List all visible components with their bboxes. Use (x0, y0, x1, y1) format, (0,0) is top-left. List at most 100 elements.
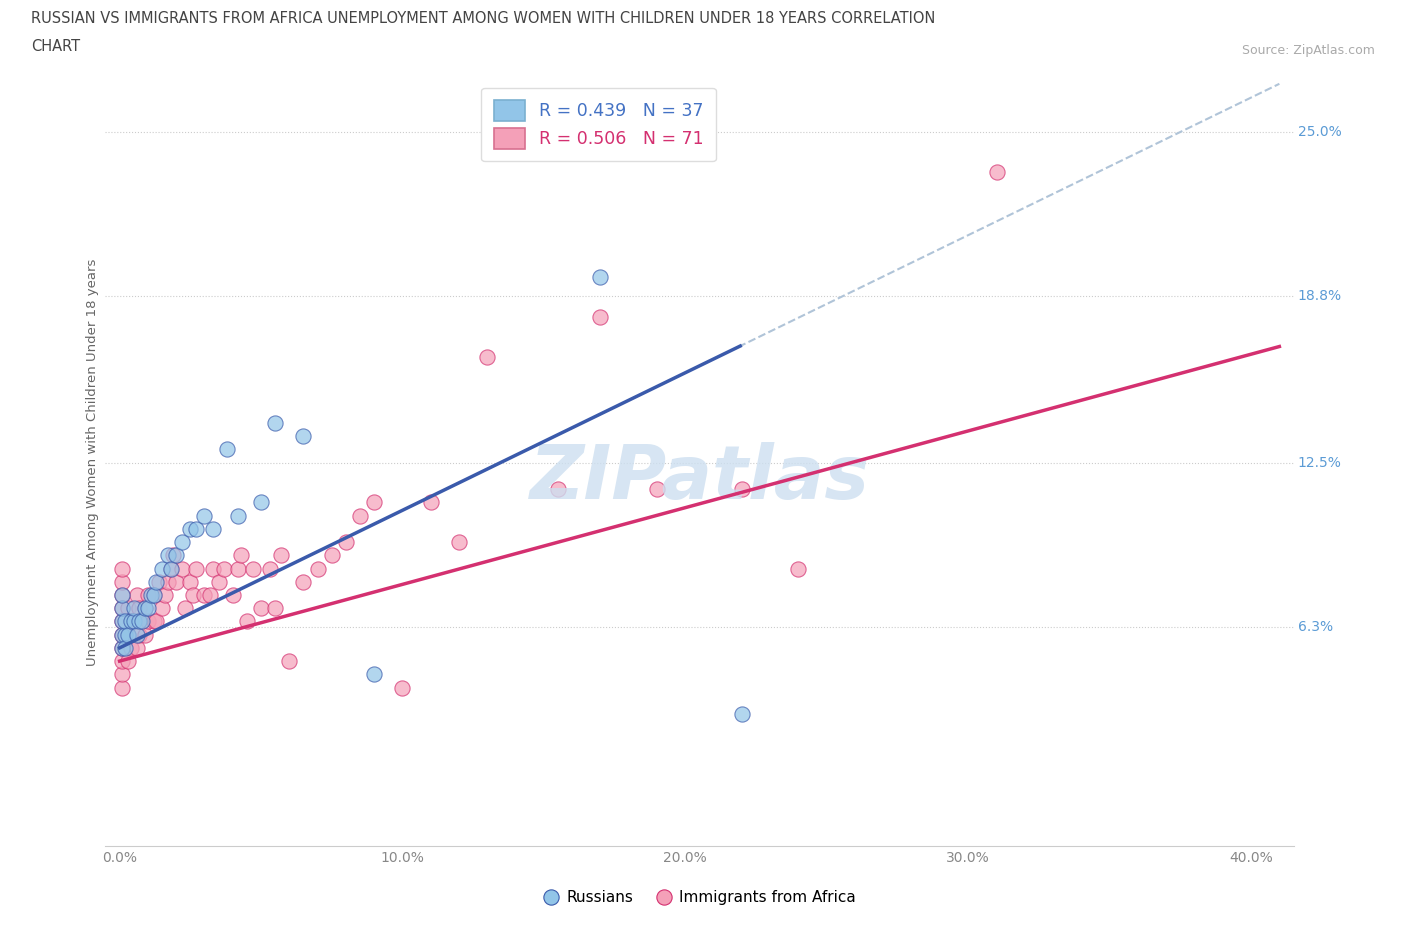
Point (201, 522, 224, 537)
Point (142, 588, 165, 603)
Point (114, 641, 136, 656)
Point (111, 641, 134, 656)
Point (170, 535, 193, 550)
Point (117, 601, 139, 616)
Point (128, 614, 150, 629)
Point (278, 654, 301, 669)
Point (179, 575, 201, 590)
Point (363, 495, 385, 510)
Point (111, 588, 134, 603)
Point (136, 588, 159, 603)
Text: 25.0%: 25.0% (1298, 125, 1341, 139)
Point (173, 601, 195, 616)
Text: ZIPatlas: ZIPatlas (530, 442, 869, 514)
Point (270, 548, 292, 563)
Point (117, 654, 139, 669)
Point (228, 508, 250, 523)
Point (111, 614, 134, 629)
Point (181, 588, 204, 603)
Point (128, 601, 150, 616)
Point (214, 561, 236, 576)
Point (142, 588, 165, 603)
Point (122, 601, 145, 616)
Point (159, 561, 181, 576)
Point (139, 588, 162, 603)
Point (156, 548, 179, 563)
Point (477, 350, 499, 365)
Point (307, 561, 329, 576)
Point (128, 627, 150, 642)
Point (145, 614, 167, 629)
Point (134, 601, 156, 616)
Point (547, 482, 569, 497)
Point (111, 601, 134, 616)
Point (165, 575, 187, 590)
Point (111, 680, 134, 695)
Point (986, 165, 1008, 179)
Point (236, 614, 259, 629)
Point (193, 588, 215, 603)
Point (217, 442, 239, 457)
Point (111, 627, 134, 642)
Point (165, 548, 187, 563)
Point (122, 614, 145, 629)
Point (111, 614, 134, 629)
Point (731, 482, 754, 497)
Point (170, 561, 193, 576)
Point (131, 614, 153, 629)
Point (363, 667, 385, 682)
Point (589, 270, 612, 285)
Text: RUSSIAN VS IMMIGRANTS FROM AFRICA UNEMPLOYMENT AMONG WOMEN WITH CHILDREN UNDER 1: RUSSIAN VS IMMIGRANTS FROM AFRICA UNEMPL… (31, 11, 935, 26)
Point (136, 614, 159, 629)
Point (114, 627, 136, 642)
Point (111, 654, 134, 669)
Point (184, 522, 207, 537)
Point (111, 667, 134, 682)
Point (645, 482, 668, 497)
Point (153, 588, 176, 603)
Point (264, 601, 287, 616)
Text: 12.5%: 12.5% (1298, 456, 1341, 470)
Point (117, 627, 139, 642)
Point (259, 561, 281, 576)
Point (391, 680, 413, 695)
Point (179, 522, 201, 537)
Point (150, 601, 173, 616)
Point (125, 627, 148, 642)
Point (111, 601, 134, 616)
Point (150, 561, 173, 576)
Point (349, 508, 371, 523)
Point (159, 561, 181, 576)
Point (184, 561, 207, 576)
Text: 6.3%: 6.3% (1298, 619, 1333, 633)
Point (120, 614, 142, 629)
Point (142, 614, 165, 629)
Point (419, 495, 441, 510)
Point (125, 588, 148, 603)
Point (292, 575, 315, 590)
Point (250, 601, 273, 616)
Point (231, 548, 253, 563)
Text: CHART: CHART (31, 39, 80, 54)
Point (111, 575, 134, 590)
Point (731, 707, 754, 722)
Point (335, 535, 357, 550)
Point (125, 641, 148, 656)
Point (111, 588, 134, 603)
Point (250, 495, 273, 510)
Point (134, 601, 156, 616)
Point (292, 429, 315, 444)
Point (447, 535, 470, 550)
Point (264, 416, 287, 431)
Point (207, 575, 229, 590)
Point (198, 588, 221, 603)
Point (242, 561, 264, 576)
Point (114, 614, 136, 629)
Point (125, 614, 148, 629)
Point (131, 614, 153, 629)
Text: Source: ZipAtlas.com: Source: ZipAtlas.com (1241, 44, 1375, 57)
Y-axis label: Unemployment Among Women with Children Under 18 years: Unemployment Among Women with Children U… (86, 259, 98, 667)
Text: 18.8%: 18.8% (1298, 289, 1341, 303)
Point (136, 601, 159, 616)
Point (145, 575, 167, 590)
